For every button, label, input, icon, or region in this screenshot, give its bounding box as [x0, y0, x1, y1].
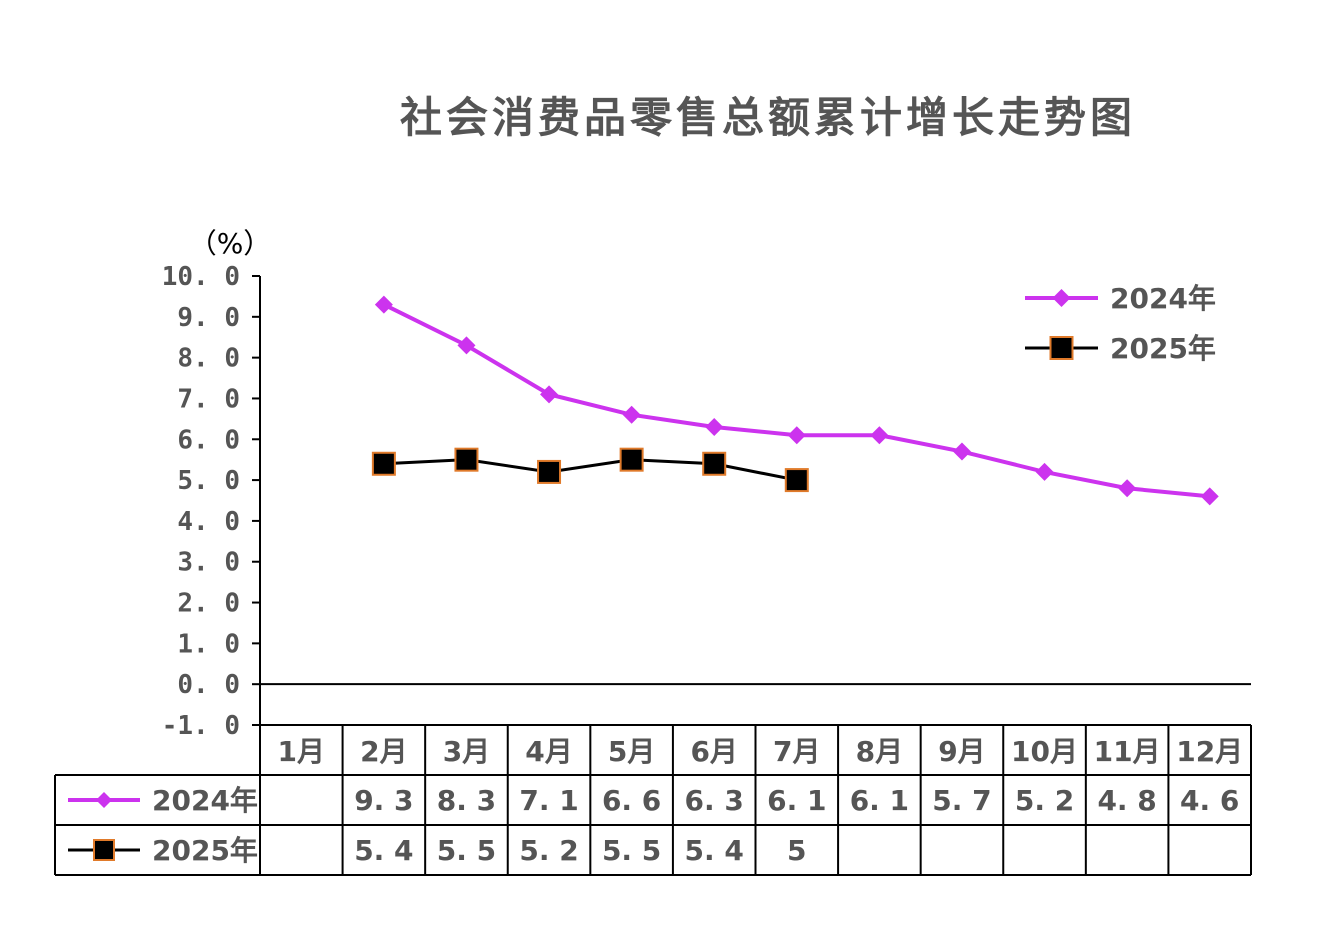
data-label: 5. 4 — [685, 834, 744, 867]
y-unit-label: （%） — [189, 227, 272, 260]
series-line-1 — [383, 458, 798, 482]
x-tick-label: 9月 — [938, 735, 985, 768]
x-tick-label: 7月 — [773, 735, 820, 768]
data-label: 6. 3 — [685, 784, 744, 817]
data-point-2024 — [1118, 479, 1137, 498]
data-point-2024 — [952, 442, 971, 461]
data-label: 4. 6 — [1180, 784, 1239, 817]
data-point-2025 — [784, 468, 809, 493]
data-point-2024 — [457, 336, 476, 355]
data-point-2024 — [705, 418, 724, 437]
x-tick-label: 10月 — [1011, 735, 1078, 768]
y-tick-label: 9. 0 — [177, 303, 240, 333]
x-tick-label: 4月 — [525, 735, 572, 768]
data-label: 6. 1 — [850, 784, 909, 817]
data-point-2025 — [454, 447, 479, 472]
y-tick-label: 3. 0 — [177, 548, 240, 578]
data-point-2024 — [622, 405, 641, 424]
data-point-2024 — [540, 385, 559, 404]
series-line-0 — [382, 302, 1210, 499]
x-tick-label: 5月 — [608, 735, 655, 768]
data-label: 5. 5 — [602, 834, 661, 867]
x-tick-label: 6月 — [690, 735, 737, 768]
y-tick-labels: 10. 0 9. 0 8. 0 7. 0 6. 0 5. 0 4. 0 3. 0 2. 0 1. … — [162, 262, 240, 741]
data-label: 5. 2 — [519, 834, 578, 867]
data-point-2025 — [371, 451, 396, 476]
data-table: 1月 2月 3月 4月 5月 6月 7月 8月 9月 10月 11月 12月 2024年 9. 3 8. 3… — [54, 724, 1252, 876]
data-point-2025 — [537, 459, 562, 484]
y-tick-label: 7. 0 — [177, 384, 240, 414]
legend: 2024年 2025年 — [1025, 282, 1216, 365]
axes — [252, 275, 1251, 726]
table-row-label: 2024年 — [152, 784, 258, 817]
table-legend-marker-2024 — [96, 792, 112, 808]
series-lines — [382, 302, 1210, 499]
legend-label: 2024年 — [1110, 282, 1216, 315]
data-point-2024 — [787, 426, 806, 445]
table-legend-marker-2025 — [93, 839, 115, 861]
y-tick-label: 1. 0 — [177, 629, 240, 659]
y-tick-label: 2. 0 — [177, 589, 240, 619]
data-label: 5. 5 — [437, 834, 496, 867]
y-tick-label: 5. 0 — [177, 466, 240, 496]
data-label: 4. 8 — [1097, 784, 1156, 817]
data-label: 5. 4 — [354, 834, 413, 867]
data-point-2024 — [1200, 487, 1219, 506]
y-tick-label: 8. 0 — [177, 344, 240, 374]
data-label: 8. 3 — [437, 784, 496, 817]
data-label: 5 — [787, 834, 806, 867]
data-label: 5. 7 — [932, 784, 991, 817]
x-tick-label: 1月 — [278, 735, 325, 768]
data-label: 6. 6 — [602, 784, 661, 817]
y-tick-label: 0. 0 — [177, 670, 240, 700]
y-tick-label: 4. 0 — [177, 507, 240, 537]
series-markers — [371, 295, 1219, 506]
data-label: 7. 1 — [519, 784, 578, 817]
data-point-2024 — [374, 295, 393, 314]
data-label: 9. 3 — [354, 784, 413, 817]
data-label: 6. 1 — [767, 784, 826, 817]
x-tick-label: 8月 — [856, 735, 903, 768]
data-point-2025 — [702, 451, 727, 476]
legend-marker-2024 — [1052, 289, 1071, 307]
x-tick-label: 2月 — [360, 735, 407, 768]
y-tick-label: 6. 0 — [177, 425, 240, 455]
x-tick-label: 3月 — [443, 735, 490, 768]
data-point-2025 — [619, 447, 644, 472]
legend-marker-2025 — [1049, 336, 1074, 360]
data-point-2024 — [1035, 462, 1054, 481]
chart-title: 社会消费品零售总额累计增长走势图 — [400, 93, 1136, 142]
x-tick-label: 12月 — [1176, 735, 1243, 768]
y-tick-label: -1. 0 — [162, 711, 240, 741]
legend-label: 2025年 — [1110, 332, 1216, 365]
data-point-2024 — [870, 426, 889, 445]
table-row-label: 2025年 — [152, 834, 258, 867]
x-tick-label: 11月 — [1094, 735, 1161, 768]
y-tick-label: 10. 0 — [162, 262, 240, 292]
data-label: 5. 2 — [1015, 784, 1074, 817]
